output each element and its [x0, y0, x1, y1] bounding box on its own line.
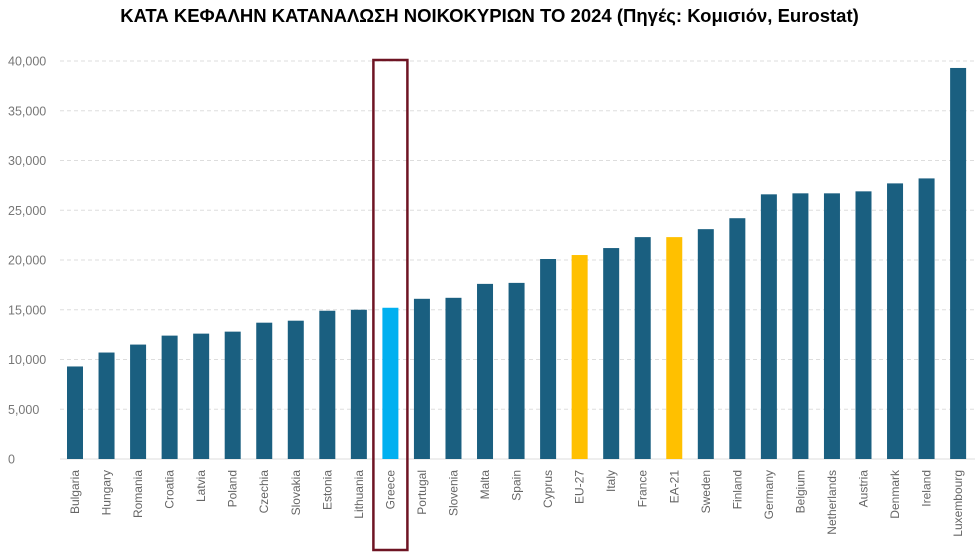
bar-latvia — [193, 333, 210, 459]
bar-hungary — [98, 352, 115, 459]
x-tick-label: Portugal — [415, 470, 429, 515]
bar-denmark — [887, 183, 904, 459]
bar-spain — [508, 282, 525, 459]
x-tick-label: Greece — [383, 470, 397, 510]
bar-france — [634, 237, 651, 459]
bar-belgium — [792, 193, 809, 459]
bar-cyprus — [540, 259, 557, 459]
y-tick-label: 10,000 — [8, 353, 46, 367]
x-tick-label: EU-27 — [573, 470, 587, 504]
y-tick-label: 30,000 — [8, 154, 46, 168]
x-tick-label: France — [636, 470, 650, 508]
y-tick-label: 40,000 — [8, 55, 46, 69]
y-tick-label: 5,000 — [8, 403, 39, 417]
x-tick-label: Austria — [857, 470, 871, 508]
x-tick-label: Netherlands — [825, 470, 839, 535]
bar-lithuania — [350, 309, 367, 459]
bar-malta — [477, 283, 494, 459]
bar-slovakia — [287, 320, 304, 459]
x-tick-label: Cyprus — [541, 470, 555, 508]
bar-greece — [382, 307, 399, 459]
bar-bulgaria — [67, 366, 83, 459]
bar-portugal — [413, 298, 430, 459]
x-tick-label: Luxembourg — [951, 470, 965, 537]
x-tick-label: Romania — [131, 470, 145, 518]
bar-croatia — [161, 335, 178, 459]
x-tick-label: Denmark — [888, 469, 902, 519]
x-tick-label: Slovenia — [446, 470, 460, 516]
x-tick-label: Sweden — [699, 470, 713, 513]
x-tick-label: Czechia — [257, 470, 271, 514]
bar-netherlands — [823, 193, 840, 459]
x-tick-label: Croatia — [163, 470, 177, 509]
x-tick-label: Bulgaria — [68, 470, 82, 514]
x-tick-label: EA-21 — [667, 470, 681, 504]
y-tick-label: 35,000 — [8, 104, 46, 118]
bar-estonia — [319, 310, 336, 459]
bar-czechia — [256, 322, 273, 459]
x-tick-label: Finland — [730, 470, 744, 509]
y-tick-label: 25,000 — [8, 204, 46, 218]
x-tick-label: Germany — [762, 470, 776, 519]
bar-romania — [130, 344, 147, 459]
x-tick-label: Belgium — [793, 470, 807, 513]
x-tick-label: Poland — [226, 470, 240, 507]
x-tick-label: Ireland — [920, 470, 934, 507]
y-tick-label: 0 — [8, 453, 15, 467]
x-tick-label: Estonia — [320, 470, 334, 510]
bar-finland — [729, 218, 746, 459]
bar-italy — [603, 248, 620, 459]
bar-slovenia — [445, 297, 462, 459]
x-tick-label: Malta — [478, 470, 492, 500]
x-tick-label: Spain — [510, 470, 524, 501]
y-tick-label: 20,000 — [8, 254, 46, 268]
y-tick-label: 15,000 — [8, 303, 46, 317]
highlight-box-greece — [372, 58, 409, 552]
bar-poland — [224, 331, 241, 459]
bar-germany — [760, 194, 777, 459]
chart-title: ΚΑΤΑ ΚΕΦΑΛΗΝ ΚΑΤΑΝΑΛΩΣΗ ΝΟΙΚΟΚΥΡΙΩΝ ΤΟ 2… — [120, 5, 859, 26]
bar-eu-27 — [571, 255, 588, 459]
bar-ea-21 — [666, 237, 683, 459]
x-tick-label: Latvia — [194, 470, 208, 502]
x-tick-label: Hungary — [100, 470, 114, 515]
x-tick-label: Slovakia — [289, 470, 303, 516]
bar-ireland — [918, 178, 935, 459]
x-tick-label: Lithuania — [352, 470, 366, 519]
bar-luxembourg — [950, 67, 967, 459]
bar-austria — [855, 191, 872, 459]
x-tick-label: Italy — [604, 470, 618, 492]
bar-sweden — [697, 229, 714, 459]
